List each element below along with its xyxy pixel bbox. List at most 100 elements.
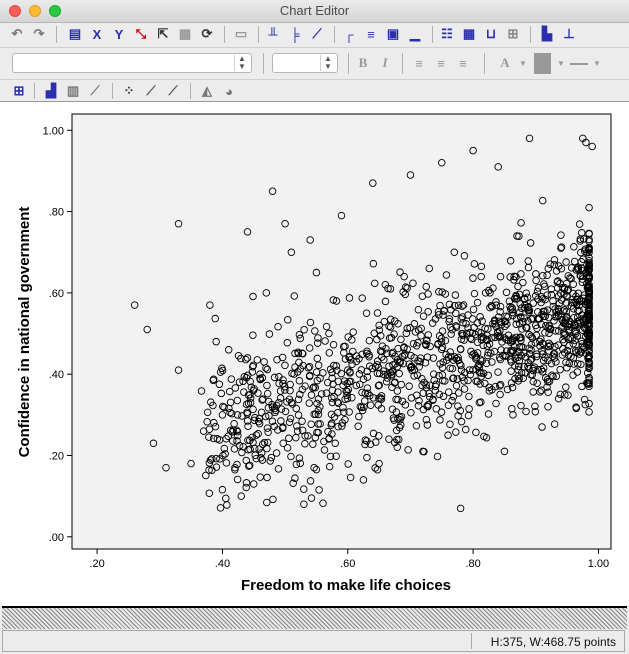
italic-button[interactable]: I bbox=[382, 55, 388, 70]
close-window-button[interactable] bbox=[9, 5, 21, 17]
lasso-icon[interactable]: ⟳ bbox=[201, 26, 213, 41]
data-point bbox=[237, 354, 245, 363]
align-right-icon[interactable]: ≡ bbox=[459, 55, 467, 71]
align-left-icon[interactable]: ≡ bbox=[415, 55, 423, 71]
data-point bbox=[460, 385, 469, 393]
comment-icon[interactable]: ▭ bbox=[234, 26, 248, 41]
data-point bbox=[375, 369, 384, 378]
chart-area-icon[interactable]: ⊞ bbox=[13, 83, 25, 98]
status-divider bbox=[471, 633, 472, 649]
line-icon[interactable]: ⟋ bbox=[90, 83, 100, 98]
chevron-down-icon[interactable]: ▼ bbox=[557, 58, 565, 68]
data-point bbox=[395, 358, 404, 366]
redo-icon[interactable]: ↷ bbox=[33, 26, 45, 41]
data-point bbox=[243, 228, 252, 236]
data-point bbox=[496, 302, 505, 311]
data-point bbox=[519, 278, 527, 287]
data-point bbox=[226, 398, 235, 407]
data-point bbox=[237, 492, 245, 500]
y-axis-title[interactable]: Confidence in national government bbox=[16, 207, 33, 458]
text-color-icon[interactable]: A bbox=[500, 55, 510, 70]
table-icon[interactable]: ▦ bbox=[462, 26, 476, 41]
pie-icon[interactable]: ◕ bbox=[225, 83, 233, 99]
align-center-icon[interactable]: ≡ bbox=[437, 55, 445, 71]
fill-color-icon[interactable] bbox=[534, 53, 551, 74]
data-point bbox=[585, 301, 593, 310]
data-point bbox=[235, 441, 244, 450]
data-point bbox=[225, 387, 234, 396]
footnote-icon[interactable]: ▁ bbox=[410, 26, 420, 41]
select-points-icon[interactable]: ⤡ bbox=[135, 26, 147, 41]
annotation-icon[interactable]: ≡ bbox=[367, 26, 375, 42]
splitter-bar[interactable] bbox=[2, 606, 627, 629]
data-point bbox=[409, 279, 417, 288]
fit-line-icon[interactable]: ⟋ bbox=[312, 26, 322, 41]
minimize-window-button[interactable] bbox=[29, 5, 41, 17]
scatter-icon[interactable]: ⁘ bbox=[123, 83, 135, 98]
legend-icon[interactable]: ☷ bbox=[441, 26, 453, 41]
data-point bbox=[532, 270, 540, 278]
y-tick-label: .20 bbox=[49, 450, 64, 462]
data-point bbox=[457, 361, 465, 370]
data-point bbox=[581, 400, 590, 409]
data-point bbox=[429, 370, 438, 378]
hide-icon[interactable]: ▦ bbox=[178, 26, 192, 41]
x-axis-title[interactable]: Freedom to make life choices bbox=[241, 577, 451, 594]
data-point bbox=[274, 322, 282, 331]
data-point bbox=[562, 258, 570, 266]
data-point bbox=[254, 417, 263, 426]
data-point bbox=[393, 435, 401, 444]
data-labels-icon[interactable]: ⊔ bbox=[485, 26, 497, 41]
textbox-icon[interactable]: ▣ bbox=[386, 26, 400, 41]
data-point bbox=[263, 438, 272, 447]
chevron-down-icon[interactable]: ▼ bbox=[593, 58, 601, 68]
scatter-chart[interactable]: .00 .20 .40 .60 .80 1.00 .20 .40 .60 .80 1.00 Fre… bbox=[0, 102, 629, 606]
data-point bbox=[238, 412, 246, 420]
scatter-fit-icon[interactable]: ⟋ bbox=[146, 83, 156, 98]
title-icon[interactable]: ┌ bbox=[344, 26, 354, 42]
ref-line-y-icon[interactable]: ╞ bbox=[290, 26, 300, 42]
y-axis[interactable]: .00 .20 .40 .60 .80 1.00 bbox=[43, 125, 72, 544]
scatter-points[interactable] bbox=[130, 134, 596, 513]
data-point bbox=[465, 392, 473, 401]
properties-icon[interactable]: ▤ bbox=[68, 26, 82, 41]
line-style-icon[interactable] bbox=[570, 63, 588, 65]
chart-canvas[interactable]: .00 .20 .40 .60 .80 1.00 .20 .40 .60 .80 1.00 Fre… bbox=[0, 101, 629, 606]
data-point bbox=[269, 495, 277, 504]
data-point bbox=[585, 376, 593, 384]
grouped-bar-icon[interactable]: ▥ bbox=[66, 83, 80, 98]
font-size-select[interactable]: ▲ ▼ bbox=[272, 53, 338, 73]
data-point bbox=[526, 356, 535, 365]
bar-chart-icon[interactable]: ▟ bbox=[46, 83, 56, 98]
ref-line-x-icon[interactable]: ╨ bbox=[268, 26, 278, 42]
chevron-down-icon[interactable]: ▼ bbox=[519, 58, 527, 68]
x-axis[interactable]: .20 .40 .60 .80 1.00 bbox=[89, 549, 609, 570]
data-point bbox=[426, 342, 434, 351]
font-family-select[interactable]: ▲ ▼ bbox=[12, 53, 252, 73]
data-point bbox=[313, 339, 322, 347]
line-chart-icon[interactable]: ⟋ bbox=[168, 83, 178, 98]
data-point bbox=[332, 452, 340, 460]
data-point bbox=[281, 220, 289, 228]
data-point bbox=[359, 375, 368, 383]
area-icon[interactable]: ◭ bbox=[202, 83, 212, 98]
data-point bbox=[396, 416, 404, 424]
baseline-icon[interactable]: ⊥ bbox=[563, 26, 575, 41]
toolbar-separator bbox=[190, 83, 191, 99]
data-point bbox=[329, 340, 338, 349]
data-point bbox=[264, 428, 272, 436]
plot-area[interactable] bbox=[71, 113, 612, 550]
toolbar-separator bbox=[112, 83, 113, 99]
rescale-icon[interactable]: ⇱ bbox=[157, 26, 169, 41]
x-tick-label: .60 bbox=[340, 558, 355, 570]
sort-icon[interactable]: ▙ bbox=[542, 26, 552, 41]
data-point bbox=[526, 239, 535, 247]
data-point bbox=[341, 395, 349, 404]
zoom-window-button[interactable] bbox=[49, 5, 61, 17]
undo-icon[interactable]: ↶ bbox=[11, 26, 23, 41]
x-axis-icon[interactable]: X bbox=[92, 26, 102, 42]
data-point bbox=[313, 428, 321, 437]
layout-icon[interactable]: ⊞ bbox=[507, 26, 519, 41]
bold-button[interactable]: B bbox=[358, 55, 368, 70]
y-axis-icon[interactable]: Y bbox=[114, 26, 124, 42]
